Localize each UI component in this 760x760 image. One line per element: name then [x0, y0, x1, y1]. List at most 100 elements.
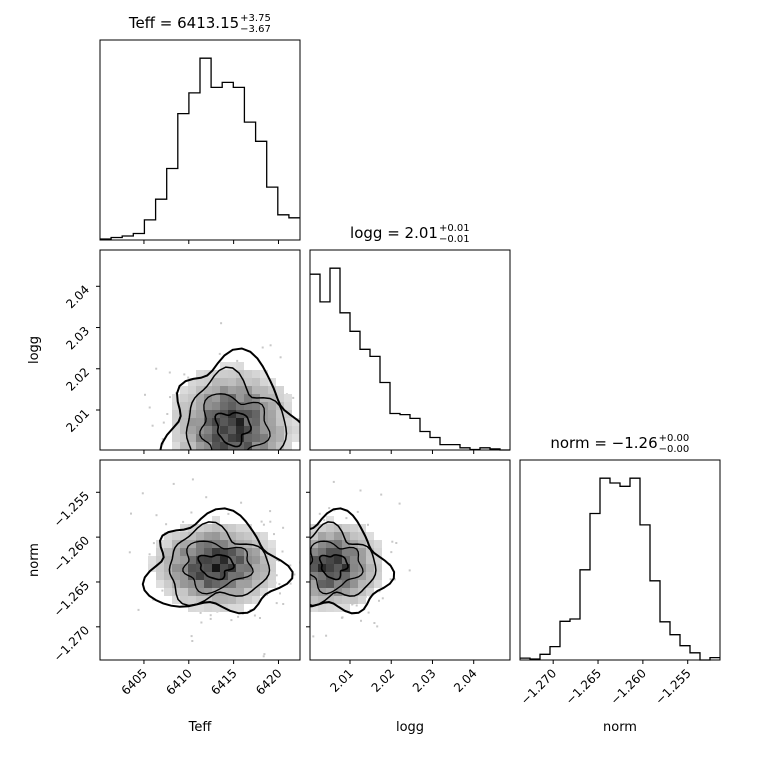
histogram-bin	[600, 478, 610, 660]
density-cell	[172, 418, 180, 426]
sample-point	[191, 640, 194, 642]
histogram-norm	[520, 477, 720, 661]
density-cell	[212, 564, 220, 572]
density-cell	[212, 516, 220, 524]
density-cell	[236, 572, 244, 580]
density-cell	[164, 564, 172, 572]
density-cell	[220, 362, 228, 370]
sample-point	[269, 344, 272, 347]
density-panel-Teff-norm	[128, 478, 300, 658]
density-cell	[212, 378, 220, 386]
sample-point	[259, 617, 261, 619]
density-cell	[358, 548, 366, 556]
density-cell	[204, 418, 212, 426]
density-cell	[196, 402, 204, 410]
panel-frame	[99, 39, 301, 241]
sample-point	[144, 393, 146, 396]
density-cell	[350, 532, 358, 540]
density-cell	[204, 580, 212, 588]
density-cell	[366, 572, 374, 580]
histogram-bin	[320, 302, 330, 450]
density-cell	[366, 556, 374, 564]
density-cell	[318, 580, 326, 588]
density-cell	[148, 564, 156, 572]
density-cell	[236, 580, 244, 588]
sample-point	[277, 559, 280, 562]
sample-point	[161, 589, 164, 592]
panel-title-Teff: Teff = 6413.15 +3.75−3.67	[128, 13, 271, 35]
density-cell	[204, 426, 212, 434]
density-cell	[220, 556, 228, 564]
sample-point	[380, 493, 383, 496]
histogram-bin	[430, 438, 440, 451]
contour-level	[214, 411, 252, 448]
density-cell	[212, 402, 220, 410]
sample-point	[262, 655, 265, 658]
density-cell	[268, 410, 276, 418]
density-cell	[188, 596, 196, 604]
density-cell	[244, 434, 252, 442]
density-cell	[204, 540, 212, 548]
sample-point	[261, 346, 264, 349]
sample-point	[128, 551, 131, 554]
panel-frame	[519, 459, 721, 661]
density-cell	[188, 588, 196, 596]
density-cell	[172, 434, 180, 442]
density-cell	[318, 556, 326, 564]
density-cell	[220, 532, 228, 540]
density-cell	[244, 556, 252, 564]
density-cell	[196, 540, 204, 548]
density-cell	[228, 548, 236, 556]
density-cell	[358, 532, 366, 540]
density-cell	[318, 540, 326, 548]
histogram-bin	[211, 87, 222, 240]
density-cell	[164, 540, 172, 548]
density-cell	[212, 426, 220, 434]
histogram-bin	[580, 570, 590, 660]
sample-point	[378, 599, 380, 602]
density-cell	[172, 532, 180, 540]
sample-point	[289, 582, 292, 585]
panel-title-minus-error: −0.01	[439, 234, 470, 245]
density-cell	[236, 362, 244, 370]
density-cell	[220, 548, 228, 556]
panel-title-plus-error: +0.01	[439, 223, 470, 234]
density-cell	[228, 418, 236, 426]
density-cell	[260, 378, 268, 386]
sample-point	[281, 550, 284, 553]
density-cell	[244, 402, 252, 410]
density-cell	[236, 378, 244, 386]
density-cell	[374, 556, 382, 564]
density-cell	[260, 580, 268, 588]
density-cell	[350, 596, 358, 604]
density-cell	[268, 540, 276, 548]
sample-point	[345, 517, 348, 520]
density-cell	[188, 386, 196, 394]
density-cell	[342, 572, 350, 580]
density-cell	[188, 378, 196, 386]
contour-level	[199, 393, 271, 450]
density-cell	[374, 564, 382, 572]
density-cell	[334, 524, 342, 532]
density-cell	[252, 402, 260, 410]
density-cell	[220, 386, 228, 394]
sample-point	[209, 617, 212, 620]
density-cell	[374, 580, 382, 588]
density-cell	[260, 442, 268, 450]
density-cell	[204, 442, 212, 450]
sample-point	[293, 573, 296, 576]
panel-title-minus-error: −3.67	[240, 24, 271, 35]
density-cell	[172, 442, 180, 450]
sample-point	[282, 603, 285, 605]
sample-point	[276, 559, 278, 561]
density-cell	[268, 548, 276, 556]
density-cell	[204, 410, 212, 418]
density-cell	[342, 548, 350, 556]
sample-point	[152, 598, 155, 601]
histogram-bin	[390, 414, 400, 451]
density-cell	[244, 532, 252, 540]
density-cell	[284, 434, 292, 442]
histogram-bin	[330, 268, 340, 450]
density-cell	[326, 580, 334, 588]
density-cell	[180, 548, 188, 556]
